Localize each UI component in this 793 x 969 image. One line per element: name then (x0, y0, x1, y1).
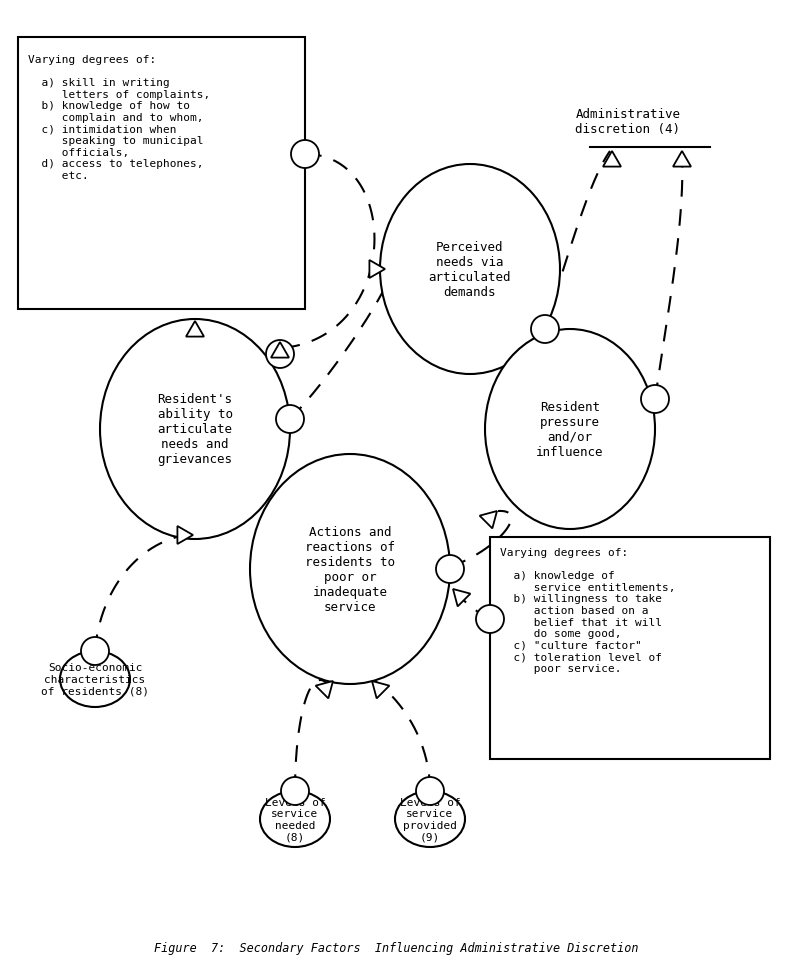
Text: Varying degrees of:

  a) skill in writing
     letters of complaints,
  b) know: Varying degrees of: a) skill in writing … (28, 55, 210, 181)
Text: Resident's
ability to
articulate
needs and
grievances: Resident's ability to articulate needs a… (158, 393, 232, 466)
Polygon shape (178, 526, 193, 545)
Text: Socio-economic
characteristics
of residents (8): Socio-economic characteristics of reside… (41, 663, 149, 696)
Polygon shape (316, 681, 333, 699)
Circle shape (531, 316, 559, 344)
Bar (490, 538, 770, 760)
Text: Varying degrees of:

  a) knowledge of
     service entitlements,
  b) willingne: Varying degrees of: a) knowledge of serv… (500, 547, 676, 673)
Text: Levels of
service
needed
(8): Levels of service needed (8) (265, 797, 325, 841)
Text: Levels of
service
provided
(9): Levels of service provided (9) (400, 797, 461, 841)
Circle shape (276, 406, 304, 433)
Polygon shape (673, 152, 691, 168)
Circle shape (416, 777, 444, 805)
Polygon shape (372, 681, 389, 699)
Bar (18, 38, 305, 310)
Ellipse shape (250, 454, 450, 684)
Circle shape (641, 386, 669, 414)
Text: Figure  7:  Secondary Factors  Influencing Administrative Discretion: Figure 7: Secondary Factors Influencing … (155, 941, 638, 954)
Circle shape (266, 341, 294, 368)
Ellipse shape (260, 791, 330, 847)
Ellipse shape (60, 651, 130, 707)
Circle shape (281, 777, 309, 805)
Polygon shape (370, 261, 385, 279)
Circle shape (476, 606, 504, 634)
Ellipse shape (395, 791, 465, 847)
Circle shape (291, 141, 319, 169)
Polygon shape (480, 512, 497, 529)
Ellipse shape (485, 329, 655, 529)
Polygon shape (271, 343, 289, 359)
Polygon shape (603, 152, 621, 168)
Text: Actions and
reactions of
residents to
poor or
inadequate
service: Actions and reactions of residents to po… (305, 525, 395, 613)
Polygon shape (453, 589, 470, 607)
Ellipse shape (380, 165, 560, 375)
Text: Administrative
discretion (4): Administrative discretion (4) (576, 108, 680, 136)
Text: Resident
pressure
and/or
influence: Resident pressure and/or influence (536, 400, 603, 458)
Polygon shape (186, 322, 204, 337)
Circle shape (81, 638, 109, 666)
Text: Perceived
needs via
articulated
demands: Perceived needs via articulated demands (429, 240, 511, 298)
Ellipse shape (100, 320, 290, 540)
Circle shape (436, 555, 464, 583)
